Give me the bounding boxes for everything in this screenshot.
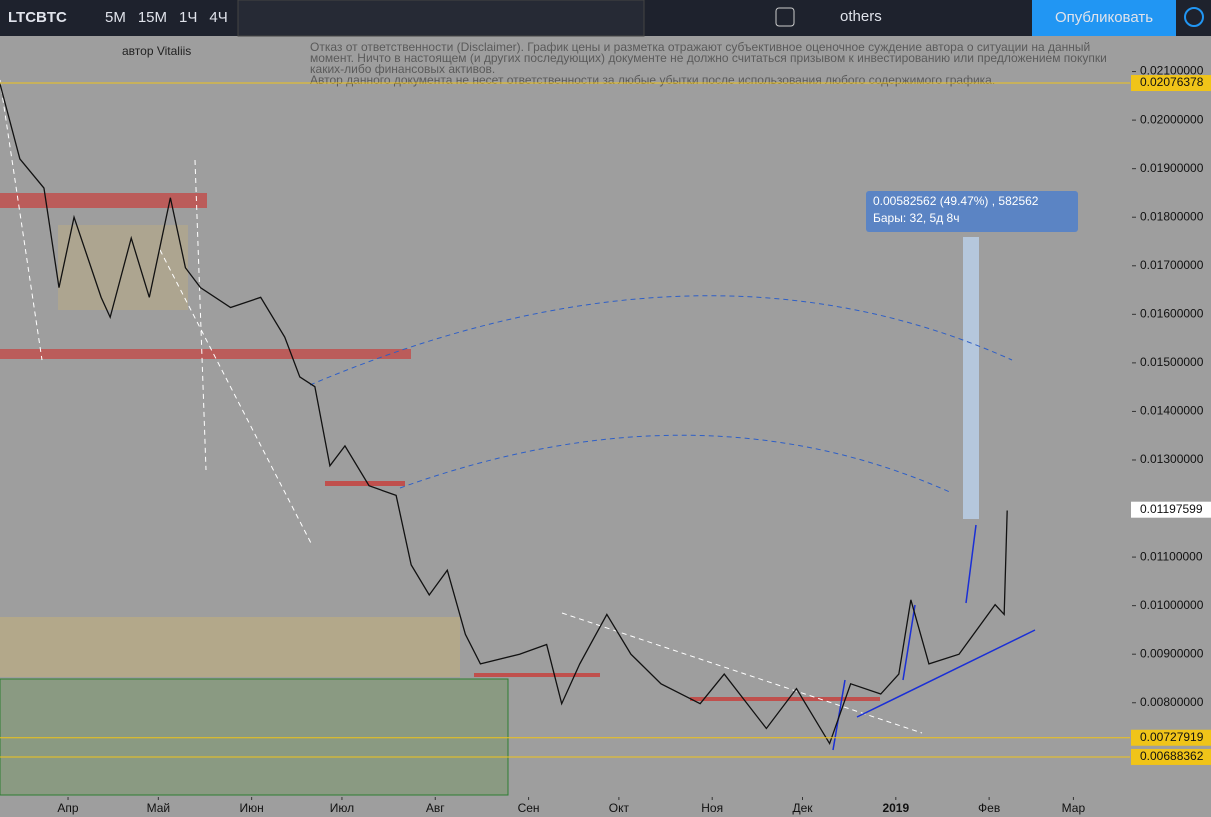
x-tick-label: Дек — [792, 801, 813, 815]
publish-button[interactable] — [1032, 0, 1176, 36]
zone — [0, 617, 460, 677]
measure-text: 0.00582562 (49.47%) , 582562 — [873, 194, 1039, 208]
x-tick-label: Авг — [426, 801, 445, 815]
price-label-bg — [1131, 75, 1211, 92]
publish-label[interactable]: Опубликовать — [1055, 9, 1153, 26]
zone — [325, 481, 405, 486]
x-tick-label: 2019 — [882, 801, 909, 815]
play[interactable] — [1184, 7, 1204, 27]
price-label: 0.00688362 — [1140, 749, 1204, 763]
price-label-bg — [1131, 729, 1211, 746]
disclaimer: Отказ от ответственности (Disclaimer). Г… — [310, 40, 1107, 87]
icon[interactable] — [775, 7, 795, 27]
disclaimer-line: каких-либо финансовых активов. — [310, 62, 495, 76]
disclaimer-line: момент. Ничто в настоящем (и других посл… — [310, 51, 1107, 65]
price-label: 0.00727919 — [1140, 730, 1204, 744]
y-tick-label: 0.01000000 — [1140, 598, 1204, 612]
y-tick-label: 0.01700000 — [1140, 258, 1204, 272]
symbol[interactable]: LTCBTC — [8, 9, 67, 26]
x-tick-label: Июн — [240, 801, 264, 815]
price-label-bg — [1131, 748, 1211, 765]
last-price-label: 0.01197599 — [1140, 502, 1203, 516]
x-tick-label: Фев — [978, 801, 1000, 815]
y-tick-label: 0.01300000 — [1140, 452, 1204, 466]
zone — [0, 193, 207, 208]
measure-text: Бары: 32, 5д 8ч — [873, 211, 959, 225]
zone — [0, 349, 411, 359]
measure-box — [963, 237, 979, 519]
zone — [690, 697, 880, 701]
price-label: 0.02076378 — [1140, 75, 1204, 89]
x-tick-label: Апр — [57, 801, 79, 815]
disclaimer-line: Автор данного документа не несет ответст… — [310, 73, 995, 87]
y-tick-label: 0.01600000 — [1140, 306, 1204, 320]
x-tick-label: Июл — [330, 801, 354, 815]
compare[interactable]: others — [840, 8, 882, 25]
y-tick-label: 0.01500000 — [1140, 355, 1204, 369]
y-tick-label: 0.01900000 — [1140, 161, 1204, 175]
y-tick-label: 0.00800000 — [1140, 695, 1204, 709]
interval[interactable]: 4Ч — [209, 9, 227, 26]
interval[interactable]: 1Ч — [179, 9, 197, 26]
last-price-bg — [1131, 501, 1211, 518]
arc — [309, 295, 1013, 494]
x-tick-label: Сен — [518, 801, 540, 815]
x-tick-label: Окт — [609, 801, 630, 815]
interval[interactable]: 5М — [105, 9, 126, 26]
measure-tooltip — [866, 191, 1078, 232]
x-tick-label: Май — [147, 801, 171, 815]
trend-line — [0, 79, 923, 734]
x-tick-label: Мар — [1062, 801, 1086, 815]
y-tick-label: 0.02100000 — [1140, 64, 1204, 78]
price-line — [0, 81, 1008, 746]
zone — [0, 678, 509, 796]
y-tick-label: 0.02000000 — [1140, 112, 1204, 126]
disclaimer-line: Отказ от ответственности (Disclaimer). Г… — [310, 40, 1090, 54]
y-tick-label: 0.00900000 — [1140, 646, 1204, 660]
zone — [474, 673, 600, 677]
drawing-tools[interactable] — [237, 0, 645, 37]
y-tick-label: 0.01800000 — [1140, 209, 1204, 223]
interval[interactable]: 15М — [138, 9, 167, 26]
y-tick-label: 0.01400000 — [1140, 404, 1204, 418]
y-tick-label: 0.01100000 — [1140, 549, 1203, 563]
author: автор Vitaliis — [122, 44, 191, 58]
x-tick-label: Ноя — [701, 801, 723, 815]
